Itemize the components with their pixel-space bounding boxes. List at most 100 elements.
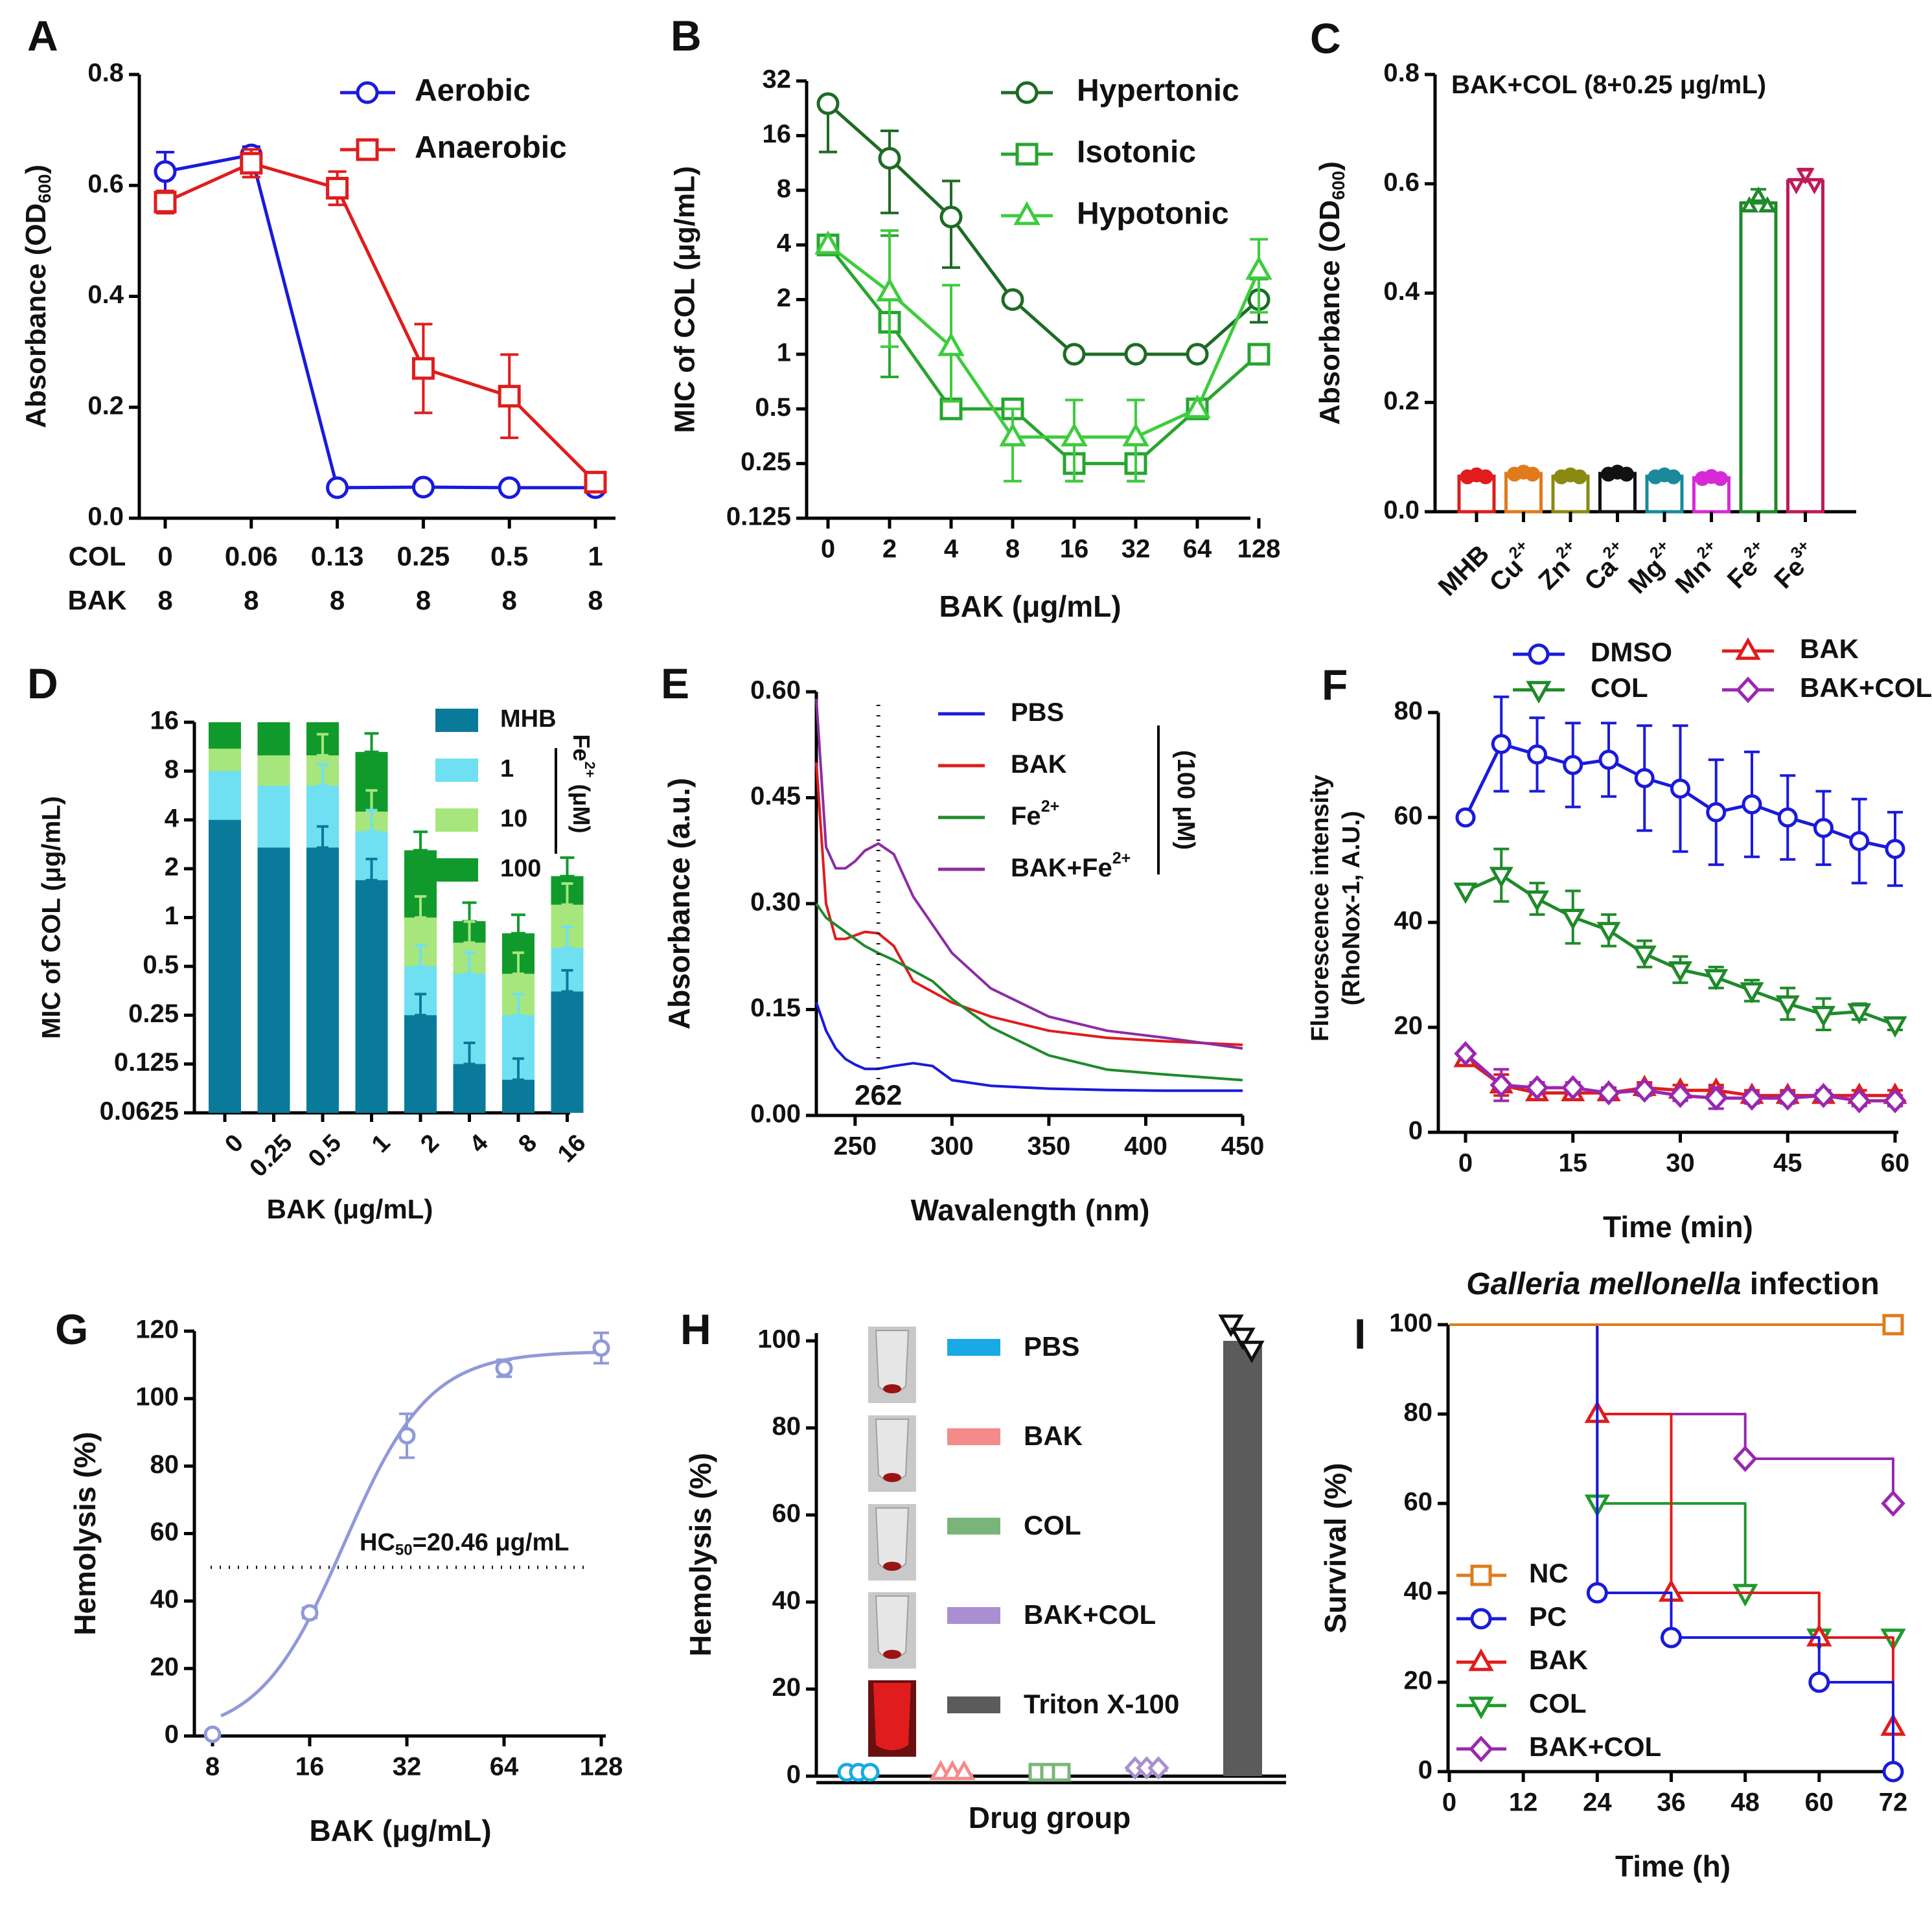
panelF-series-bak+col bbox=[1454, 1041, 1907, 1113]
panelA-col-value: 0.5 bbox=[490, 541, 528, 571]
panelB-point bbox=[1186, 343, 1209, 366]
panelB-xlabel: BAK (μg/mL) bbox=[939, 589, 1121, 623]
panelC-y-axis-tick-label: 0.4 bbox=[1383, 277, 1420, 306]
panelD-error-bar bbox=[365, 808, 378, 833]
panelC-replicate-point bbox=[1713, 471, 1728, 486]
panelD-tick-label: 16 bbox=[553, 1129, 592, 1168]
panel-letter-F: F bbox=[1322, 661, 1348, 709]
panelD-y-axis-tick-label: 1 bbox=[165, 902, 179, 930]
panelA-legend-label: Aerobic bbox=[415, 74, 531, 108]
panelH-tube-pellet bbox=[883, 1384, 901, 1393]
panelA-y-axis-tick-label: 0.0 bbox=[87, 503, 124, 531]
panelE-ylabel: Absorbance (a.u.) bbox=[662, 778, 696, 1030]
panelA-ylabel: Absorbance (OD600​) bbox=[20, 165, 55, 428]
panelH-tube-image bbox=[868, 1680, 916, 1757]
panelI-y-axis-tick-label: 0 bbox=[1418, 1756, 1432, 1785]
panelD-tick-label: 4 bbox=[465, 1129, 494, 1158]
panelD-error-bar bbox=[317, 825, 328, 849]
panelH-tube-image bbox=[868, 1592, 916, 1669]
panelE-legend-label: Fe2+​ bbox=[1011, 797, 1059, 830]
panel-A: A 0.0 0.2 0.4 0.6 0.8 Absorbance (OD600​) COL BA… bbox=[20, 12, 615, 615]
panelF-point bbox=[1848, 1088, 1871, 1113]
panelD-y-axis-tick-label: 8 bbox=[165, 755, 179, 784]
panelE-spectrum-PBS bbox=[815, 1001, 1243, 1092]
panelC-bar-group bbox=[1786, 167, 1824, 514]
panelI-ylabel: Survival (%) bbox=[1318, 1463, 1352, 1633]
panelG-x-axis-tick-label: 16 bbox=[295, 1753, 325, 1781]
panelH-tube-pellet bbox=[883, 1562, 901, 1571]
panelA-y-axis-tick-label: 0.8 bbox=[87, 59, 124, 87]
panelB-legend-marker bbox=[1015, 81, 1039, 104]
panelF-point bbox=[1775, 995, 1800, 1017]
panelG-point bbox=[203, 1725, 222, 1743]
panelC-bar-group bbox=[1504, 464, 1543, 514]
panelE-y-axis-tick-label: 0.45 bbox=[750, 782, 801, 810]
panelD-legend-swatch bbox=[435, 808, 478, 832]
panelI-y-axis-tick-label: 60 bbox=[1404, 1488, 1433, 1516]
panelI-y-axis-tick-label: 40 bbox=[1404, 1577, 1433, 1606]
panelA-legend-label: Anaerobic bbox=[415, 131, 567, 165]
panelF-x-axis-tick-label: 0 bbox=[1458, 1149, 1473, 1178]
panelF-point bbox=[1524, 890, 1550, 912]
panelI-legend-label: PC bbox=[1529, 1601, 1567, 1632]
panelG-y-axis-tick-label: 120 bbox=[135, 1316, 179, 1344]
panelA-bak-value: 8 bbox=[588, 585, 603, 615]
panelB-y-axis-tick-label: 8 bbox=[777, 174, 791, 203]
panelB-y-axis-tick-label: 0.5 bbox=[755, 393, 791, 422]
panelF-legend-marker bbox=[1528, 643, 1550, 665]
panelD-error-bar bbox=[560, 856, 575, 878]
panelE-spectrum-BAK bbox=[815, 762, 1243, 1046]
panelA-point bbox=[584, 470, 607, 494]
panelF-point bbox=[1454, 1041, 1477, 1066]
panelD-y-axis-tick-label: 0.5 bbox=[143, 950, 179, 979]
panelF-point bbox=[1847, 1003, 1872, 1025]
panelD-error-bar bbox=[463, 951, 476, 976]
panelF-point bbox=[1489, 1072, 1513, 1098]
panelE-xlabel: Wavalength (nm) bbox=[911, 1193, 1150, 1227]
panelD-error-bar bbox=[561, 969, 573, 993]
panelD-error-bar bbox=[317, 733, 328, 757]
panelG-x-axis-tick-label: 8 bbox=[205, 1753, 220, 1781]
panelA-point bbox=[154, 160, 177, 183]
panelH-tube-image bbox=[868, 1327, 916, 1403]
panelA-bak-value: 8 bbox=[330, 585, 345, 615]
panelC-bar-group bbox=[1645, 467, 1684, 514]
panelB-error-bar bbox=[880, 129, 899, 214]
panelF-point bbox=[1885, 839, 1905, 860]
panelE-y-axis-tick-label: 0.00 bbox=[750, 1100, 801, 1128]
panelC-tick-label: Zn2+​ bbox=[1530, 536, 1589, 595]
panelA-row-label-bak: BAK bbox=[68, 585, 127, 615]
panelI-y-axis-tick-label: 80 bbox=[1404, 1399, 1433, 1427]
panelD-error-bar bbox=[512, 992, 524, 1017]
panelB-point bbox=[1245, 255, 1272, 280]
panelB-point bbox=[814, 230, 842, 255]
panelH-legend-swatch bbox=[947, 1696, 1000, 1713]
panelH-y-axis-tick-label: 60 bbox=[772, 1499, 801, 1527]
panelF-y-axis-tick-label: 60 bbox=[1394, 802, 1423, 830]
panel-G: G 0 20 40 60 80 100 120 8 16 32 64 128 Hemolysis (%) B… bbox=[55, 1305, 623, 1847]
panelC-bar bbox=[1739, 201, 1778, 514]
panelC-ylabel: Absorbance (OD600​) bbox=[1314, 161, 1349, 425]
panelF-point bbox=[1455, 807, 1476, 828]
panelB-point bbox=[1184, 394, 1211, 418]
panelC-replicate-point bbox=[1666, 469, 1681, 485]
panelF-point bbox=[1706, 802, 1727, 823]
panelC-bar-group bbox=[1457, 467, 1496, 514]
panelB-legend-label: Isotonic bbox=[1077, 135, 1196, 170]
panelC-y-axis-tick-label: 0.6 bbox=[1383, 168, 1420, 196]
panelF-y-axis-tick-label: 20 bbox=[1394, 1012, 1423, 1040]
panelB-y-axis-tick-label: 4 bbox=[777, 229, 792, 258]
panelD-stacked-bar bbox=[306, 722, 339, 1113]
panelH-tube-body bbox=[875, 1419, 910, 1482]
panelB-point bbox=[1063, 343, 1086, 366]
panelH-tube-body bbox=[873, 1683, 911, 1750]
panelF-point bbox=[1742, 794, 1762, 815]
panelC-bar bbox=[1786, 179, 1824, 514]
panelC-replicate-point bbox=[1787, 177, 1806, 195]
panelI-legend-marker bbox=[1469, 1735, 1493, 1763]
panelI-legend-marker bbox=[1468, 1648, 1494, 1671]
panelB-ylabel: MIC of COL (μg/mL) bbox=[669, 166, 701, 433]
panelF-y-axis-tick-label: 0 bbox=[1409, 1117, 1423, 1145]
panelC-tick-label: Fe3+​ bbox=[1765, 536, 1823, 594]
